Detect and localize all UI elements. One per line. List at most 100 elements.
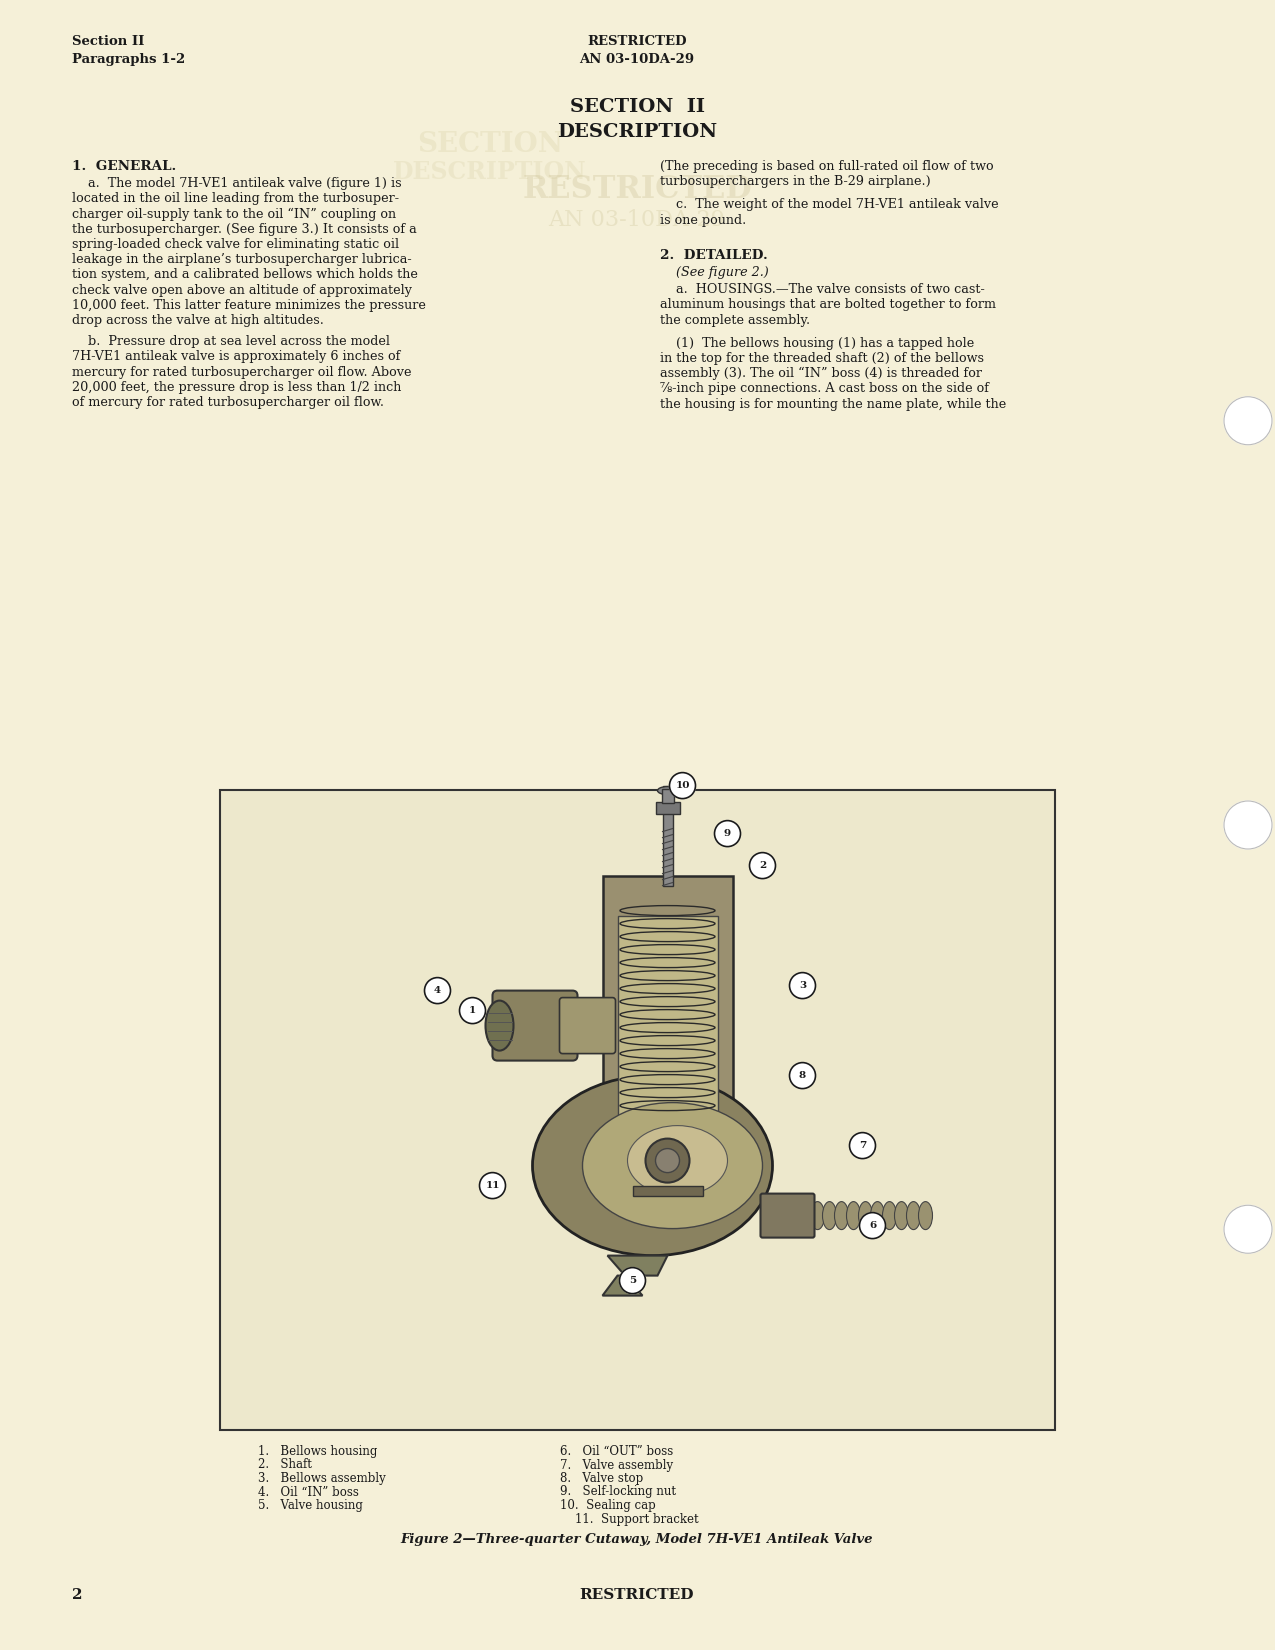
Text: SECTION: SECTION — [417, 132, 564, 158]
Text: 2: 2 — [71, 1587, 83, 1602]
Text: AN 03-10DA-29: AN 03-10DA-29 — [548, 210, 725, 231]
Text: 11: 11 — [486, 1181, 500, 1190]
Circle shape — [789, 1063, 816, 1089]
Text: Section II: Section II — [71, 35, 144, 48]
Text: located in the oil line leading from the turbosuper-: located in the oil line leading from the… — [71, 193, 399, 205]
Ellipse shape — [882, 1201, 896, 1229]
Text: SECTION  II: SECTION II — [570, 97, 705, 116]
Bar — [603, 876, 733, 1125]
Ellipse shape — [627, 1125, 728, 1196]
Text: 6.   Oil “OUT” boss: 6. Oil “OUT” boss — [560, 1445, 673, 1459]
Text: the housing is for mounting the name plate, while the: the housing is for mounting the name pla… — [660, 398, 1006, 411]
Text: DESCRIPTION: DESCRIPTION — [393, 160, 586, 185]
Text: 5: 5 — [629, 1275, 636, 1285]
Text: RESTRICTED: RESTRICTED — [580, 1587, 695, 1602]
Text: AN 03-10DA-29: AN 03-10DA-29 — [579, 53, 695, 66]
Bar — [617, 916, 718, 1125]
Ellipse shape — [486, 1000, 514, 1051]
Circle shape — [459, 998, 486, 1023]
Text: 7H-VE1 antileak valve is approximately 6 inches of: 7H-VE1 antileak valve is approximately 6… — [71, 350, 400, 363]
Text: 3: 3 — [799, 982, 806, 990]
Text: a.  The model 7H-VE1 antileak valve (figure 1) is: a. The model 7H-VE1 antileak valve (figu… — [71, 177, 402, 190]
Ellipse shape — [858, 1201, 872, 1229]
Text: a.  HOUSINGS.—The valve consists of two cast-: a. HOUSINGS.—The valve consists of two c… — [660, 284, 984, 297]
Ellipse shape — [918, 1201, 932, 1229]
Circle shape — [849, 1132, 876, 1158]
Text: leakage in the airplane’s turbosupercharger lubrica-: leakage in the airplane’s turbosuperchar… — [71, 252, 412, 266]
Text: 2.  DETAILED.: 2. DETAILED. — [660, 249, 768, 262]
Circle shape — [620, 1267, 645, 1294]
Text: 2: 2 — [759, 861, 766, 870]
Text: spring-loaded check valve for eliminating static oil: spring-loaded check valve for eliminatin… — [71, 238, 399, 251]
Ellipse shape — [895, 1201, 909, 1229]
Ellipse shape — [907, 1201, 921, 1229]
Text: 10,000 feet. This latter feature minimizes the pressure: 10,000 feet. This latter feature minimiz… — [71, 299, 426, 312]
Ellipse shape — [847, 1201, 861, 1229]
Text: 7.   Valve assembly: 7. Valve assembly — [560, 1459, 673, 1472]
Text: tion system, and a calibrated bellows which holds the: tion system, and a calibrated bellows wh… — [71, 269, 418, 282]
Text: 2.   Shaft: 2. Shaft — [258, 1459, 312, 1472]
Text: 8.   Valve stop: 8. Valve stop — [560, 1472, 644, 1485]
Text: (See figure 2.): (See figure 2.) — [660, 266, 769, 279]
Text: 8: 8 — [799, 1071, 806, 1081]
Text: 11.  Support bracket: 11. Support bracket — [575, 1513, 699, 1526]
Text: assembly (3). The oil “IN” boss (4) is threaded for: assembly (3). The oil “IN” boss (4) is t… — [660, 368, 982, 381]
Text: RESTRICTED: RESTRICTED — [523, 175, 752, 206]
Text: 5.   Valve housing: 5. Valve housing — [258, 1498, 363, 1511]
Text: check valve open above an altitude of approximately: check valve open above an altitude of ap… — [71, 284, 412, 297]
Text: b.  Pressure drop at sea level across the model: b. Pressure drop at sea level across the… — [71, 335, 390, 348]
Circle shape — [645, 1138, 690, 1183]
Bar — [632, 1186, 703, 1196]
Ellipse shape — [658, 787, 677, 795]
Bar — [221, 790, 1054, 1431]
Text: 1: 1 — [469, 1006, 476, 1015]
Bar — [663, 785, 672, 886]
Text: (1)  The bellows housing (1) has a tapped hole: (1) The bellows housing (1) has a tapped… — [660, 337, 974, 350]
Text: 4: 4 — [434, 987, 441, 995]
Text: 9: 9 — [724, 828, 731, 838]
Text: in the top for the threaded shaft (2) of the bellows: in the top for the threaded shaft (2) of… — [660, 351, 984, 365]
Text: 9.   Self-locking nut: 9. Self-locking nut — [560, 1485, 676, 1498]
Circle shape — [479, 1173, 505, 1198]
Text: ⅞-inch pipe connections. A cast boss on the side of: ⅞-inch pipe connections. A cast boss on … — [660, 383, 989, 396]
Text: aluminum housings that are bolted together to form: aluminum housings that are bolted togeth… — [660, 299, 996, 312]
Text: DESCRIPTION: DESCRIPTION — [557, 124, 717, 140]
FancyBboxPatch shape — [760, 1193, 815, 1238]
Circle shape — [1224, 1204, 1272, 1254]
Text: turbosuperchargers in the B-29 airplane.): turbosuperchargers in the B-29 airplane.… — [660, 175, 931, 188]
FancyBboxPatch shape — [492, 990, 578, 1061]
Circle shape — [789, 972, 816, 998]
Ellipse shape — [871, 1201, 885, 1229]
Text: is one pound.: is one pound. — [660, 213, 746, 226]
Bar — [655, 802, 680, 813]
Circle shape — [655, 1148, 680, 1173]
Text: of mercury for rated turbosupercharger oil flow.: of mercury for rated turbosupercharger o… — [71, 396, 384, 409]
Ellipse shape — [835, 1201, 848, 1229]
Circle shape — [1224, 396, 1272, 446]
Text: 1.   Bellows housing: 1. Bellows housing — [258, 1445, 377, 1459]
Ellipse shape — [533, 1076, 773, 1256]
Polygon shape — [603, 1256, 668, 1295]
Circle shape — [859, 1213, 886, 1239]
Circle shape — [669, 772, 695, 799]
Circle shape — [714, 820, 741, 846]
Text: mercury for rated turbosupercharger oil flow. Above: mercury for rated turbosupercharger oil … — [71, 366, 412, 378]
Text: 6: 6 — [868, 1221, 876, 1231]
Ellipse shape — [811, 1201, 825, 1229]
Text: Paragraphs 1-2: Paragraphs 1-2 — [71, 53, 185, 66]
Text: RESTRICTED: RESTRICTED — [588, 35, 687, 48]
Text: the turbosupercharger. (See figure 3.) It consists of a: the turbosupercharger. (See figure 3.) I… — [71, 223, 417, 236]
Text: the complete assembly.: the complete assembly. — [660, 314, 810, 327]
Text: drop across the valve at high altitudes.: drop across the valve at high altitudes. — [71, 314, 324, 327]
Circle shape — [750, 853, 775, 878]
Text: 20,000 feet, the pressure drop is less than 1/2 inch: 20,000 feet, the pressure drop is less t… — [71, 381, 402, 394]
Text: charger oil-supply tank to the oil “IN” coupling on: charger oil-supply tank to the oil “IN” … — [71, 208, 397, 221]
Text: 4.   Oil “IN” boss: 4. Oil “IN” boss — [258, 1485, 358, 1498]
Text: c.  The weight of the model 7H-VE1 antileak valve: c. The weight of the model 7H-VE1 antile… — [660, 198, 998, 211]
Text: Figure 2—Three-quarter Cutaway, Model 7H-VE1 Antileak Valve: Figure 2—Three-quarter Cutaway, Model 7H… — [400, 1533, 873, 1546]
FancyBboxPatch shape — [560, 998, 616, 1054]
Circle shape — [1224, 800, 1272, 850]
Bar — [662, 789, 673, 802]
Ellipse shape — [822, 1201, 836, 1229]
Text: 7: 7 — [859, 1142, 866, 1150]
